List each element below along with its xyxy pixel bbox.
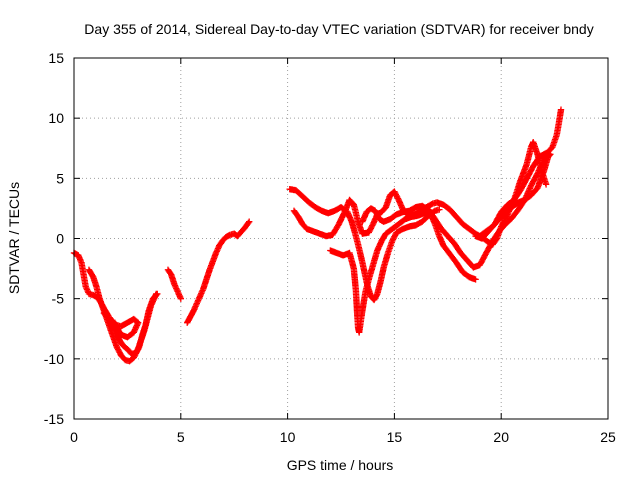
series-arc-7	[290, 139, 550, 248]
y-tick-label: -10	[44, 351, 64, 367]
grid	[74, 58, 608, 419]
y-tick-label: 10	[48, 110, 64, 126]
y-tick-label: -15	[44, 411, 64, 427]
data-markers	[164, 266, 184, 302]
y-axis-label: SDTVAR / TECUs	[6, 182, 22, 294]
y-tick-label: 0	[56, 231, 64, 247]
data-markers	[359, 106, 565, 271]
y-tick-label: 5	[56, 170, 64, 186]
x-tick-label: 0	[70, 429, 78, 445]
x-tick-label: 20	[493, 429, 509, 445]
x-tick-label: 25	[600, 429, 616, 445]
series-arc-6	[286, 185, 443, 304]
y-tick-label: 15	[48, 50, 64, 66]
data-markers	[290, 139, 550, 248]
series-arc-3	[100, 309, 142, 341]
series-arc-9	[359, 106, 565, 271]
data-markers	[286, 185, 443, 304]
chart-title: Day 355 of 2014, Sidereal Day-to-day VTE…	[84, 21, 593, 37]
series-arc-10	[472, 149, 554, 242]
series-arc-2	[85, 266, 160, 365]
x-tick-label: 15	[387, 429, 403, 445]
x-tick-label: 5	[177, 429, 185, 445]
data-markers	[472, 149, 554, 242]
axis-ticks: 0 5 10 15 20 25 -15 -10 -5 0 5 10 15	[44, 50, 616, 445]
data-markers	[85, 266, 160, 365]
x-axis-label: GPS time / hours	[287, 457, 394, 473]
data-markers	[100, 309, 142, 341]
data-markers	[184, 218, 253, 326]
series-arc-4	[164, 266, 184, 302]
data-series	[70, 106, 565, 365]
x-tick-label: 10	[280, 429, 296, 445]
y-tick-label: -5	[52, 291, 65, 307]
series-arc-5	[184, 218, 253, 326]
